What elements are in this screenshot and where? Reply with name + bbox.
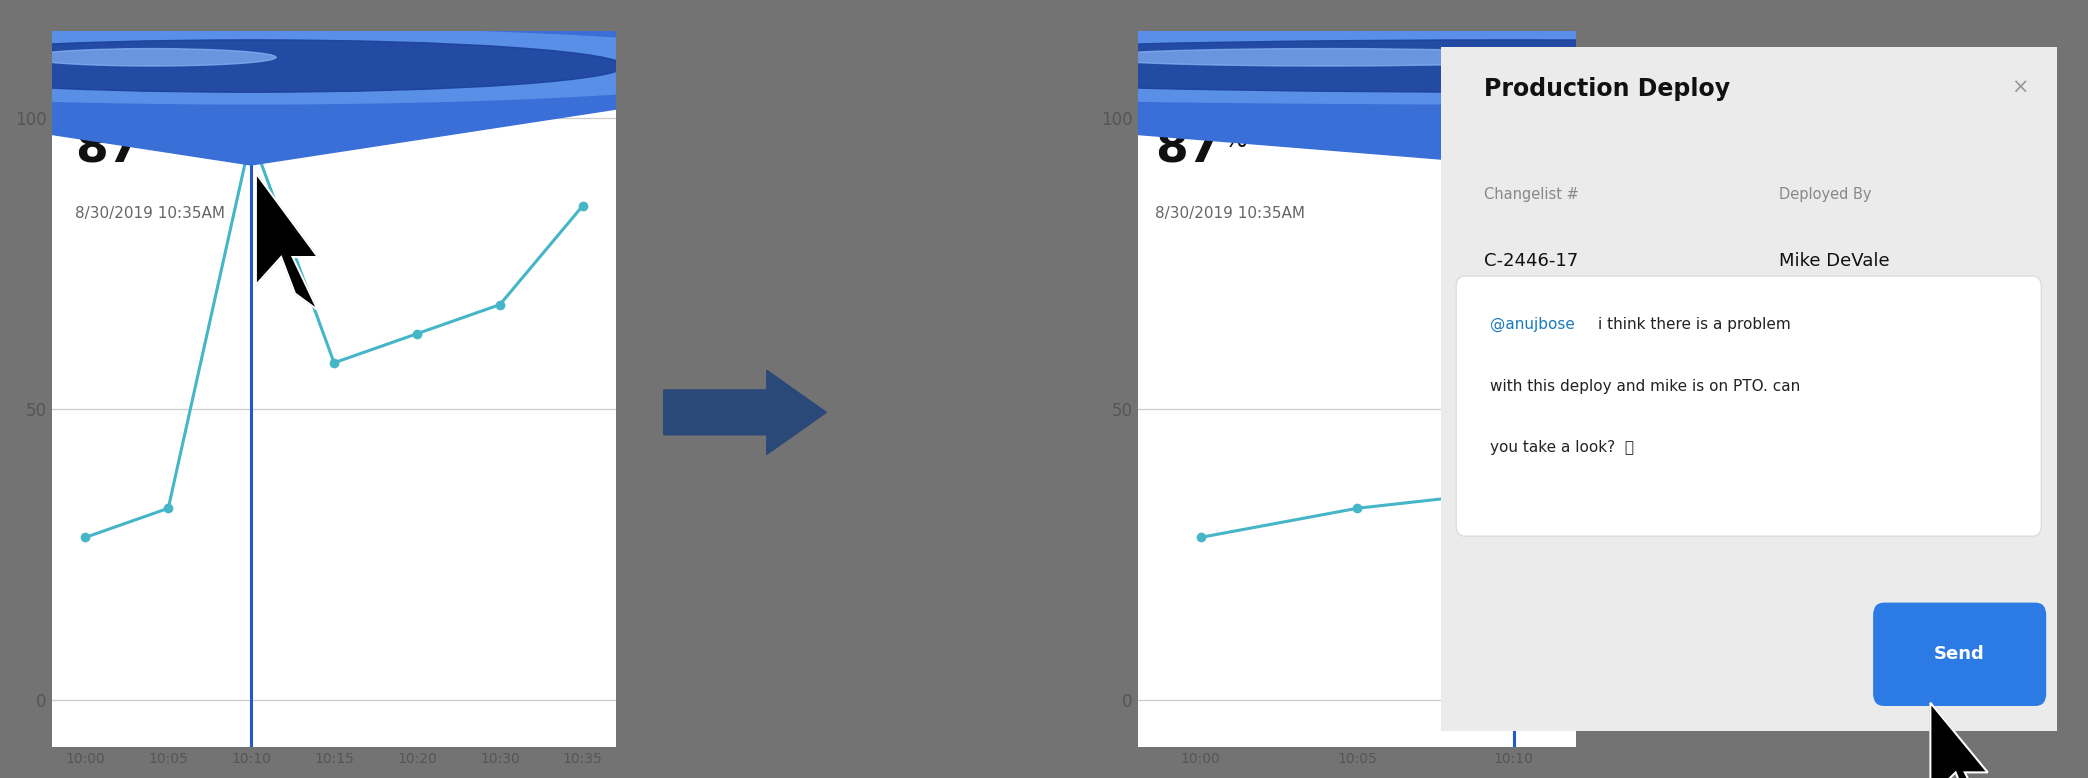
Text: 8/30/2019 10:35AM: 8/30/2019 10:35AM (1155, 206, 1305, 222)
Text: Deployed By: Deployed By (1779, 187, 1873, 202)
Text: Mike DeVale: Mike DeVale (1779, 252, 1890, 270)
Text: ×: × (2011, 78, 2030, 97)
Circle shape (1090, 48, 1562, 66)
FancyBboxPatch shape (1455, 276, 2042, 536)
Text: Send: Send (1933, 645, 1986, 663)
Polygon shape (0, 95, 708, 165)
Text: C-2446-17: C-2446-17 (1485, 252, 1579, 270)
Circle shape (0, 16, 956, 115)
Circle shape (0, 28, 789, 103)
Text: 87: 87 (1155, 128, 1221, 173)
Text: Changelist #: Changelist # (1485, 187, 1579, 202)
FancyBboxPatch shape (1439, 44, 2059, 748)
Text: Server CPU Load: Server CPU Load (1155, 42, 1318, 61)
Text: Server CPU Load: Server CPU Load (75, 42, 238, 61)
Circle shape (810, 40, 2088, 93)
Circle shape (27, 48, 276, 66)
Circle shape (497, 28, 2088, 103)
Text: you take a look?  🙏: you take a look? 🙏 (1491, 440, 1635, 455)
Text: @anujbose: @anujbose (1491, 317, 1574, 332)
Polygon shape (1929, 703, 1990, 778)
Circle shape (184, 16, 2088, 115)
Text: 8/30/2019 10:35AM: 8/30/2019 10:35AM (75, 206, 226, 222)
Text: %: % (1224, 128, 1247, 152)
Polygon shape (257, 173, 317, 310)
Text: 87: 87 (75, 128, 140, 173)
Text: with this deploy and mike is on PTO. can: with this deploy and mike is on PTO. can (1491, 379, 1800, 394)
Circle shape (0, 40, 624, 93)
Polygon shape (651, 95, 2088, 165)
FancyBboxPatch shape (1873, 603, 2046, 706)
Text: %: % (163, 128, 186, 152)
FancyArrow shape (664, 370, 827, 454)
FancyBboxPatch shape (1432, 37, 2065, 741)
Text: Production Deploy: Production Deploy (1485, 78, 1731, 101)
Text: i think there is a problem: i think there is a problem (1597, 317, 1792, 332)
